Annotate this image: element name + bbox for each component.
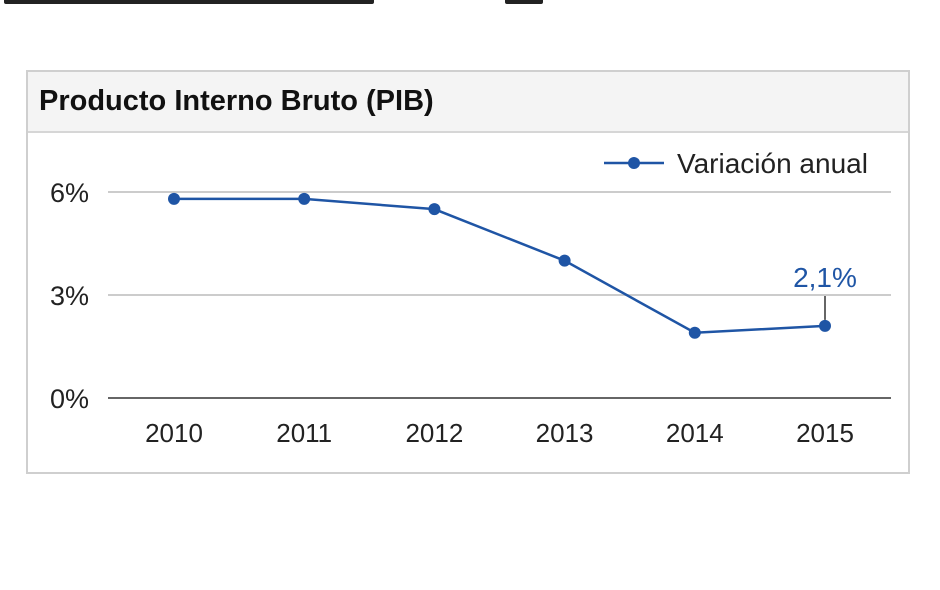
y-tick-label: 0% [50,384,89,414]
x-tick-label: 2015 [796,418,854,448]
data-point [428,203,441,216]
cropped-top-text [0,0,940,8]
data-point [819,319,831,332]
x-tick-label: 2014 [666,418,724,448]
y-tick-label: 6% [50,178,89,208]
annotation-label: 2,1% [793,262,857,293]
data-point [168,192,180,205]
legend-label: Variación anual [677,148,868,179]
x-tick-label: 2012 [405,418,463,448]
chart-title: Producto Interno Bruto (PIB) [39,85,434,117]
card-header: Producto Interno Bruto (PIB) [28,72,908,133]
data-point [688,326,701,339]
data-point [298,192,311,205]
x-tick-label: 2011 [276,418,332,448]
x-tick-label: 2010 [145,418,203,448]
data-point [558,254,571,267]
y-tick-label: 3% [50,281,89,311]
series-line [174,197,826,335]
legend-marker [628,157,640,169]
chart-card: Producto Interno Bruto (PIB) [26,70,910,474]
x-tick-label: 2013 [536,418,594,448]
